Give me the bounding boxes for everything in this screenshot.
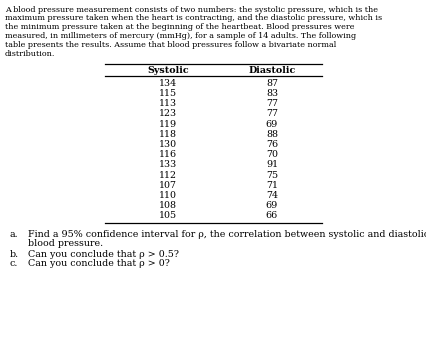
Text: 112: 112 [159,171,177,180]
Text: 123: 123 [159,110,177,118]
Text: 116: 116 [159,150,177,159]
Text: measured, in millimeters of mercury (mmHg), for a sample of 14 adults. The follo: measured, in millimeters of mercury (mmH… [5,32,356,40]
Text: 76: 76 [266,140,278,149]
Text: 71: 71 [266,181,278,190]
Text: 70: 70 [266,150,278,159]
Text: 113: 113 [159,99,177,108]
Text: 133: 133 [159,160,177,170]
Text: c.: c. [10,259,18,268]
Text: Can you conclude that ρ > 0.5?: Can you conclude that ρ > 0.5? [28,250,179,258]
Text: 130: 130 [159,140,177,149]
Text: b.: b. [10,250,19,258]
Text: 118: 118 [159,130,177,139]
Text: Diastolic: Diastolic [248,66,296,75]
Text: 105: 105 [159,211,177,220]
Text: 75: 75 [266,171,278,180]
Text: a.: a. [10,229,19,239]
Text: Systolic: Systolic [147,66,189,75]
Text: 108: 108 [159,201,177,210]
Text: 69: 69 [266,120,278,129]
Text: 77: 77 [266,110,278,118]
Text: 110: 110 [159,191,177,200]
Text: the minimum pressure taken at the beginning of the heartbeat. Blood pressures we: the minimum pressure taken at the beginn… [5,23,354,31]
Text: 66: 66 [266,211,278,220]
Text: distribution.: distribution. [5,50,55,58]
Text: 83: 83 [266,89,278,98]
Text: 107: 107 [159,181,177,190]
Text: 115: 115 [159,89,177,98]
Text: 69: 69 [266,201,278,210]
Text: 74: 74 [266,191,278,200]
Text: blood pressure.: blood pressure. [28,239,103,248]
Text: maximum pressure taken when the heart is contracting, and the diastolic pressure: maximum pressure taken when the heart is… [5,14,382,22]
Text: Can you conclude that ρ > 0?: Can you conclude that ρ > 0? [28,259,170,268]
Text: 77: 77 [266,99,278,108]
Text: 88: 88 [266,130,278,139]
Text: A blood pressure measurement consists of two numbers: the systolic pressure, whi: A blood pressure measurement consists of… [5,5,378,13]
Text: 119: 119 [159,120,177,129]
Text: Find a 95% confidence interval for ρ, the correlation between systolic and diast: Find a 95% confidence interval for ρ, th… [28,229,426,239]
Text: table presents the results. Assume that blood pressures follow a bivariate norma: table presents the results. Assume that … [5,41,336,49]
Text: 134: 134 [159,79,177,88]
Text: 87: 87 [266,79,278,88]
Text: 91: 91 [266,160,278,170]
